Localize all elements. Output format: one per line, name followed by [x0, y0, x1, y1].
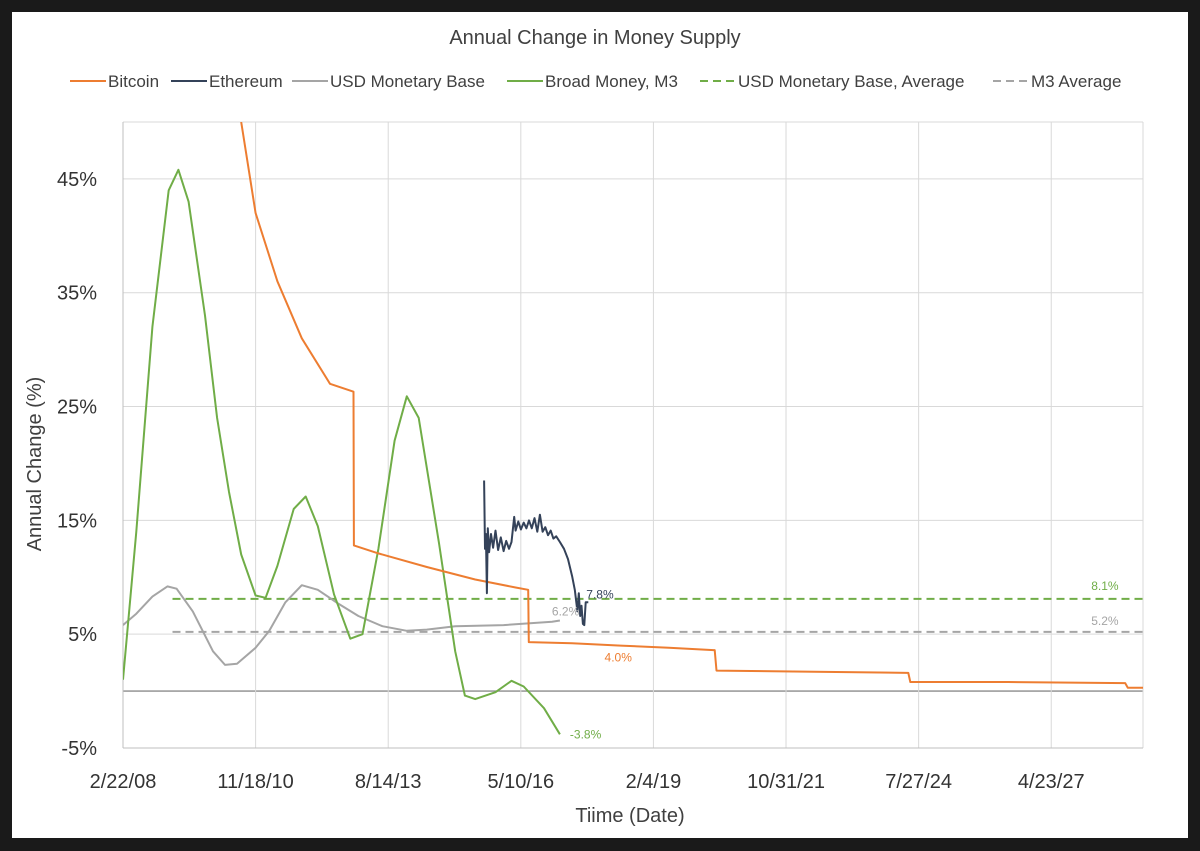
y-tick-label: 25%	[57, 397, 97, 419]
series-line-bitcoin	[240, 122, 1143, 689]
chart-title: Annual Change in Money Supply	[449, 27, 740, 49]
legend-entry: Broad Money, M3	[545, 72, 678, 91]
y-axis-title: Annual Change (%)	[24, 377, 46, 552]
y-tick-label: 5%	[68, 624, 97, 646]
x-tick-label: 10/31/21	[747, 771, 825, 793]
legend-entry: Bitcoin	[108, 72, 159, 91]
data-label: 7.8%	[586, 587, 614, 601]
data-label: 6.2%	[552, 605, 580, 619]
legend-entry: USD Monetary Base, Average	[738, 72, 964, 91]
y-tick-label: -5%	[61, 738, 97, 760]
y-tick-label: 45%	[57, 169, 97, 191]
series-line-usd-monetary-base	[123, 584, 561, 666]
x-tick-label: 7/27/24	[885, 771, 952, 793]
series-layer	[123, 122, 1143, 735]
y-tick-label: 35%	[57, 283, 97, 305]
y-tick-labels: -5% 5% 15% 25% 35% 45%	[57, 169, 97, 760]
x-tick-labels: 2/22/08 11/18/10 8/14/13 5/10/16 2/4/19 10/31…	[90, 771, 1085, 793]
x-tick-label: 2/22/08	[90, 771, 157, 793]
x-tick-label: 2/4/19	[626, 771, 682, 793]
x-tick-label: 4/23/27	[1018, 771, 1085, 793]
legend-entry: USD Monetary Base	[330, 72, 485, 91]
y-tick-label: 15%	[57, 510, 97, 532]
series-line-broad-money-m3	[123, 168, 561, 735]
x-axis-title: Tiime (Date)	[575, 805, 684, 827]
series-line-ethereum	[483, 480, 589, 627]
legend-entry: Ethereum	[209, 72, 283, 91]
data-label: 4.0%	[605, 651, 633, 665]
chart-panel: Annual Change in Money Supply Bitcoin Eth…	[12, 12, 1188, 838]
x-tick-label: 8/14/13	[355, 771, 422, 793]
line-chart: Annual Change in Money Supply Bitcoin Eth…	[24, 27, 1144, 827]
annotations: 7.8% 6.2% 4.0% -3.8% 8.1% 5.2%	[552, 579, 1119, 741]
legend-entry: M3 Average	[1031, 72, 1121, 91]
data-label: 5.2%	[1091, 614, 1119, 628]
plot-frame	[122, 122, 1143, 749]
data-label: 8.1%	[1091, 579, 1119, 593]
x-tick-label: 11/18/10	[217, 771, 293, 793]
x-tick-label: 5/10/16	[487, 771, 554, 793]
gridlines	[122, 121, 1144, 749]
data-label: -3.8%	[570, 727, 602, 741]
legend: Bitcoin Ethereum USD Monetary Base Broad Mo…	[70, 72, 1121, 91]
